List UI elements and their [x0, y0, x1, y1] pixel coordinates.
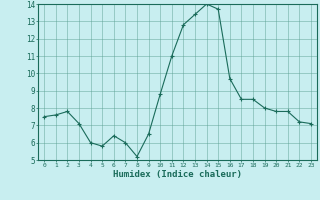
X-axis label: Humidex (Indice chaleur): Humidex (Indice chaleur) — [113, 170, 242, 179]
